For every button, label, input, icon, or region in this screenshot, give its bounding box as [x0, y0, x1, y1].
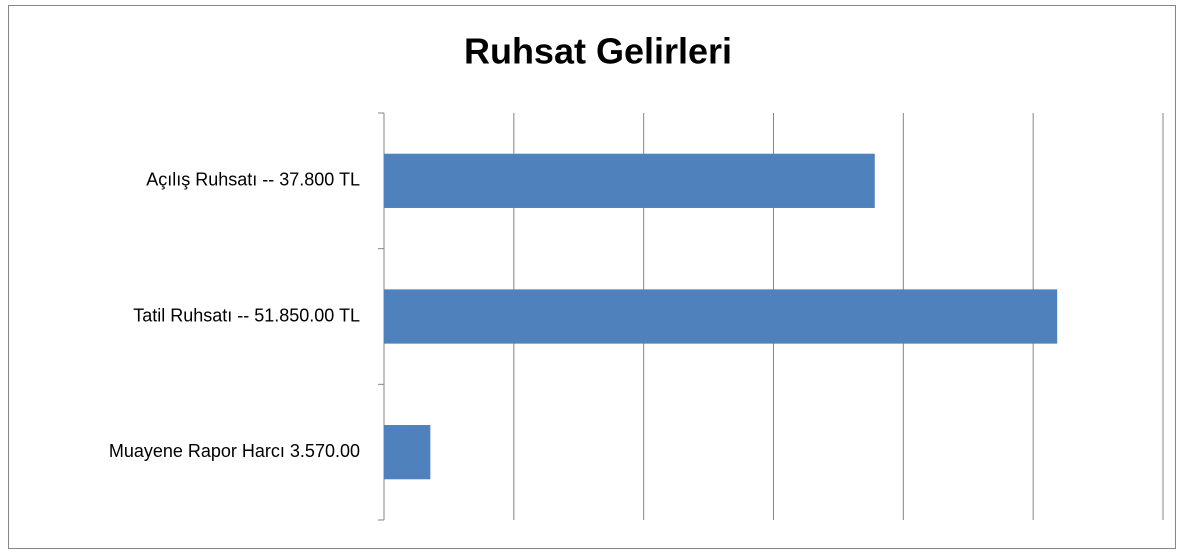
chart-border [8, 5, 1176, 549]
bar [384, 289, 1058, 344]
bar [384, 153, 875, 208]
bar [384, 425, 431, 480]
y-tick-label: Muayene Rapor Harcı 3.570.00 [109, 441, 360, 461]
y-tick-label: Açılış Ruhsatı -- 37.800 TL [146, 170, 360, 190]
chart-title: Ruhsat Gelirleri [464, 31, 732, 72]
y-tick-label: Tatil Ruhsatı -- 51.850.00 TL [133, 305, 360, 325]
